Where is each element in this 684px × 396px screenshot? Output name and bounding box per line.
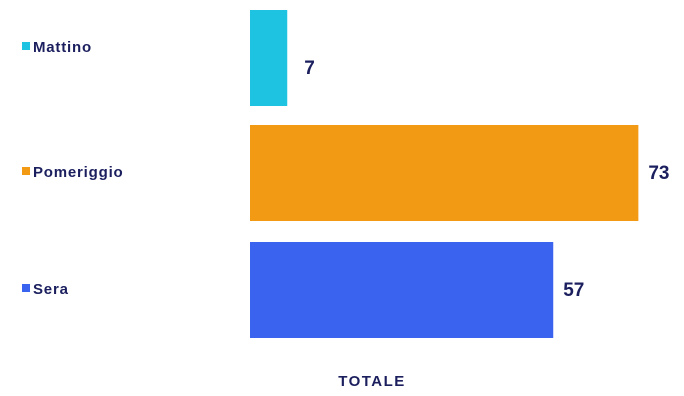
- bars-layer: [250, 10, 639, 338]
- category-labels-layer: Mattino Pomeriggio Sera: [22, 39, 124, 298]
- bar-pomeriggio: [250, 125, 639, 221]
- bar-mattino: [250, 10, 288, 106]
- value-label-sera: 57: [563, 280, 584, 301]
- legend-marker-pomeriggio: [22, 167, 30, 175]
- value-label-pomeriggio: 73: [648, 163, 669, 184]
- legend-marker-mattino: [22, 42, 30, 50]
- legend-marker-sera: [22, 284, 30, 292]
- category-label-pomeriggio: Pomeriggio: [33, 164, 124, 181]
- x-axis-label: TOTALE: [338, 373, 406, 390]
- bar-sera: [250, 242, 554, 338]
- value-label-mattino: 7: [304, 58, 315, 79]
- category-label-mattino: Mattino: [33, 39, 92, 56]
- category-label-sera: Sera: [33, 281, 69, 298]
- value-labels-layer: 7 73 57: [304, 58, 669, 301]
